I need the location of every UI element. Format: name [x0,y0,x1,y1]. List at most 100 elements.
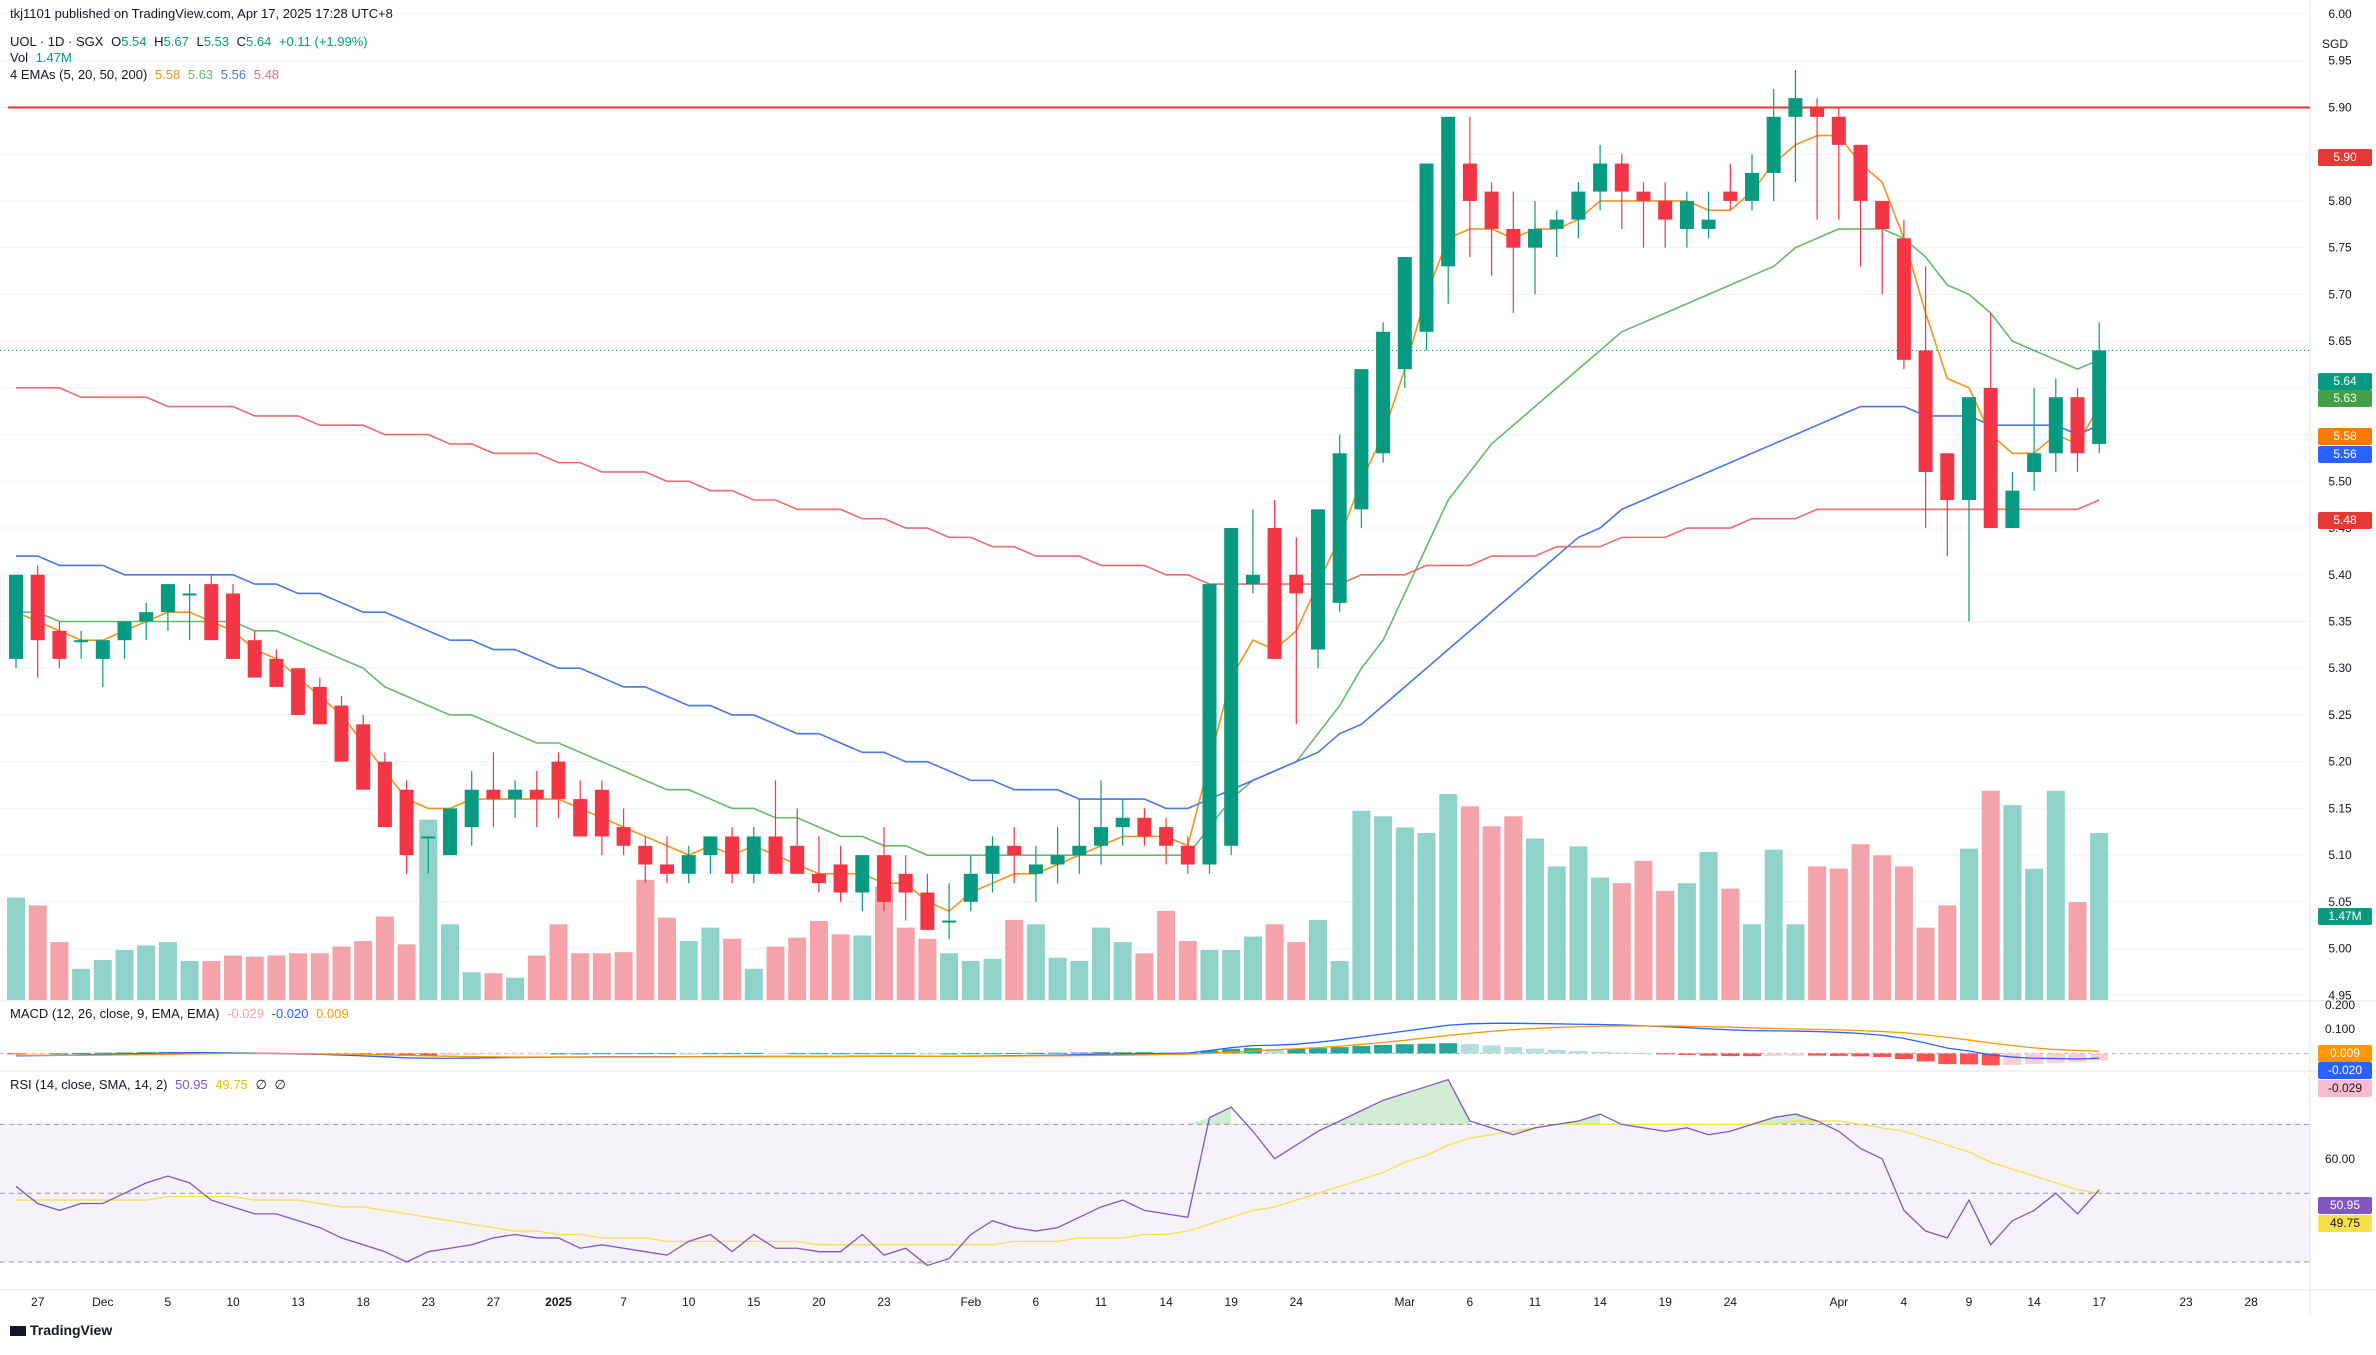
candle-body [1354,369,1369,510]
candle-body [1549,219,1564,229]
macd-line [15,1022,2100,1060]
close-label: C [236,34,247,49]
volume-bar [1265,924,1284,1000]
volume-bar [289,953,308,1000]
currency-label: SGD [2322,37,2349,51]
volume-bar [1352,810,1371,1000]
macd-histogram-bar [1222,1048,1241,1054]
candle-body [1788,98,1803,117]
macd-histogram-bar [1504,1047,1523,1054]
candle-body [768,836,783,874]
volume-legend[interactable]: Vol 1.47M [10,50,76,66]
macd-histogram-bar [7,1053,25,1055]
macd-histogram-bar [961,1053,980,1055]
volume-bar [1569,846,1588,1000]
x-tick-label: 19 [1659,1295,1673,1309]
macd-histogram-bar [2068,1053,2087,1062]
candle-body [334,705,349,762]
candle-body [942,920,957,923]
volume-bar [1981,790,2000,1000]
macd-histogram-bar [1851,1053,1870,1057]
volume-bar [592,953,611,1000]
volume-bar [115,949,134,1000]
macd-histogram-bar [1894,1053,1913,1060]
volume-bar [202,961,221,1000]
macd-histogram-bar [1699,1053,1718,1056]
macd-histogram-bar [1547,1049,1566,1054]
macd-legend[interactable]: MACD (12, 26, close, 9, EMA, EMA) -0.029… [10,1006,353,1022]
ema20-price-label: 5.63 [2318,390,2372,407]
candle-body [616,827,631,846]
macd-histogram-bar [1330,1047,1349,1054]
candle-body [464,789,479,828]
price-tick-label: 5.20 [2328,755,2352,769]
candle-body [594,789,609,837]
volume-bar [940,953,959,1000]
x-tick-label: 14 [1159,1295,1173,1309]
x-tick-label: 28 [2244,1295,2258,1309]
volume-bar [1547,866,1566,1000]
macd-histogram-bar [441,1053,459,1056]
ema-legend[interactable]: 4 EMAs (5, 20, 50, 200) 5.58 5.63 5.56 5… [10,67,283,83]
rsi-overbought-fill [1578,1114,1601,1125]
last-price-label: 5.64 [2318,373,2372,390]
volume-bar [1287,942,1306,1000]
price-tick-label: 5.00 [2328,942,2352,956]
macd-histogram-bar [1374,1044,1393,1054]
rsi-ma-value: 49.75 [215,1077,248,1092]
resistance-line [0,106,2310,351]
candle-body [1918,350,1933,472]
tradingview-brand-text: TradingView [30,1322,113,1338]
macd-histogram-bar [701,1053,720,1055]
ema200-price-label: 5.48 [2318,512,2372,529]
ema50-value: 5.56 [220,67,247,82]
volume-bar [1309,919,1327,1000]
candle-body [529,789,544,800]
rsi-legend[interactable]: RSI (14, close, SMA, 14, 2) 50.95 49.75 … [10,1077,290,1093]
macd-histogram-bar [462,1053,481,1055]
volume-price-label: 1.47M [2318,908,2372,925]
macd-signal-value: 0.009 [316,1006,349,1021]
macd-histogram-bar [1656,1053,1675,1055]
macd-histogram-bar [1677,1053,1696,1055]
symbol-label[interactable]: UOL · 1D · SGX [10,34,104,49]
volume-bar [831,934,850,1000]
volume-bar [1612,883,1631,1000]
candle-body [790,845,805,874]
volume-bar [1721,888,1740,1000]
volume-bar [506,977,525,1000]
volume-bar [1113,942,1132,1000]
rsi-overbought-fill [1795,1114,1818,1125]
candle-body [226,593,240,659]
volume-bar [961,961,980,1000]
macd-histogram-bar [744,1052,763,1054]
macd-line-axis-label: -0.020 [2318,1062,2372,1079]
macd-histogram-bar [853,1053,872,1055]
volume-bar [375,916,394,1000]
open-label: O [111,34,122,49]
candle-body [1571,191,1586,220]
macd-histogram-bar [1265,1048,1284,1054]
volume-bar [397,944,416,1000]
volume-bar [1048,957,1067,1000]
candle-body [1484,191,1499,229]
x-tick-label: 6 [1033,1295,1040,1309]
candle-body [898,873,913,893]
candle-body [486,789,501,800]
macd-histogram-bar [1960,1053,1978,1065]
ema200-value: 5.48 [253,67,280,82]
candle-body [1658,200,1673,220]
volume-bar [7,897,25,1000]
macd-histogram-bar [1395,1044,1414,1054]
volume-bar [1439,794,1458,1000]
candle-body [1289,574,1304,594]
volume-bars [7,790,2109,1000]
candle-body [746,836,761,874]
candle-body [1810,107,1825,117]
high-value: 5.67 [163,34,189,49]
macd-histogram-bar [1482,1045,1501,1054]
tradingview-logo[interactable]: TradingView [10,1322,112,1338]
volume-bar [1330,961,1349,1000]
